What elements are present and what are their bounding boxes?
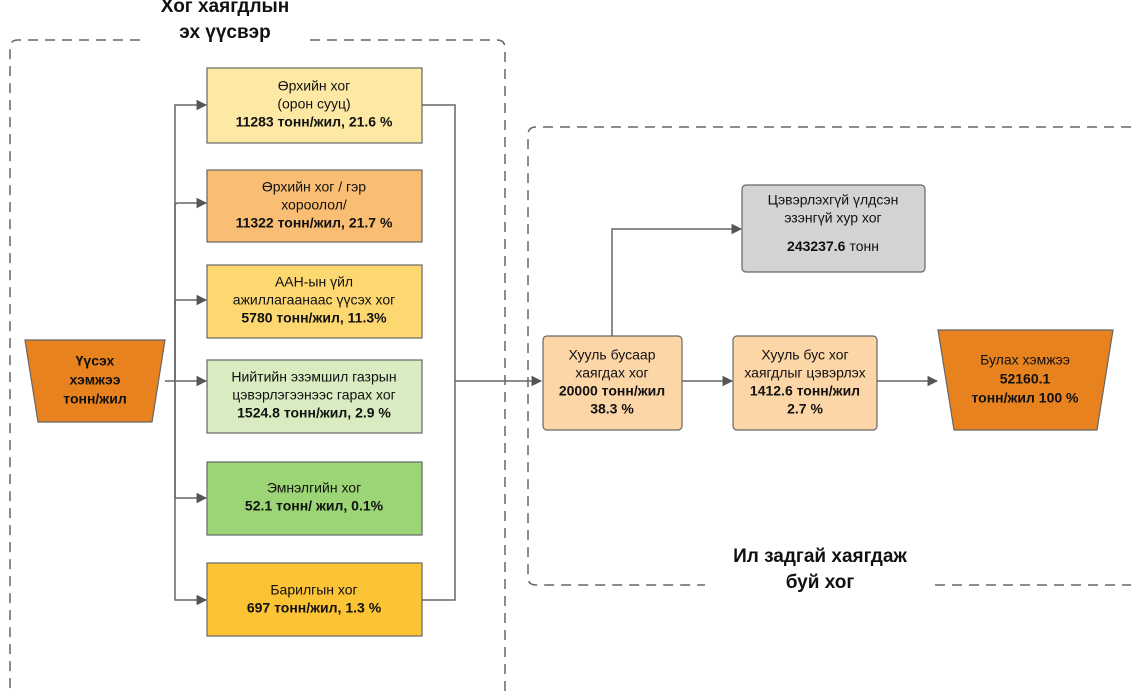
title-backing bbox=[705, 555, 935, 613]
label: хаягдах хог bbox=[575, 365, 648, 381]
label: ААН-ын үйл bbox=[275, 274, 353, 290]
label: 697 тонн/жил, 1.3 % bbox=[247, 600, 382, 616]
label: 243237.6 тонн bbox=[787, 238, 879, 254]
source-box bbox=[206, 67, 423, 144]
label: Өрхийн хог bbox=[278, 78, 351, 94]
label: хаягдлыг цэвэрлэх bbox=[744, 365, 865, 381]
source-box bbox=[206, 359, 423, 434]
title-backing bbox=[140, 5, 310, 65]
label: Хууль бусаар bbox=[569, 347, 656, 363]
label: эх үүсвэр bbox=[179, 22, 271, 43]
label: Ил задгай хаягдаж bbox=[733, 546, 907, 567]
label: 11322 тонн/жил, 21.7 % bbox=[236, 215, 393, 231]
label: 20000 тонн/жил bbox=[559, 383, 665, 399]
label: 38.3 % bbox=[590, 401, 634, 417]
source-box bbox=[206, 264, 423, 339]
uncleaned-box bbox=[741, 184, 926, 273]
label: Эмнэлгийн хог bbox=[267, 480, 361, 496]
label: тонн/жил bbox=[63, 391, 126, 407]
label: 52.1 тонн/ жил, 0.1% bbox=[245, 498, 384, 514]
label: 243237.6 bbox=[787, 238, 846, 254]
label: Булах хэмжээ bbox=[980, 352, 1070, 368]
label: тонн bbox=[849, 238, 879, 254]
source-shape bbox=[24, 339, 166, 423]
label: 2.7 % bbox=[787, 401, 823, 417]
label: хороолол/ bbox=[281, 197, 347, 213]
label: эзэнгүй хур хог bbox=[784, 210, 881, 226]
label: 11283 тонн/жил, 21.6 % bbox=[236, 114, 393, 130]
connectors bbox=[165, 99, 939, 606]
label: хэмжээ bbox=[70, 372, 121, 388]
label: Үүсэх bbox=[76, 353, 115, 369]
label: (орон сууц) bbox=[277, 96, 350, 112]
source-box bbox=[206, 562, 423, 637]
label: цэвэрлэгээнээс гарах хог bbox=[232, 387, 395, 403]
label: Нийтийн эзэмшил газрын bbox=[231, 369, 396, 385]
label: Барилгын хог bbox=[270, 582, 357, 598]
label: 5780 тонн/жил, 11.3% bbox=[241, 310, 387, 326]
source-box bbox=[206, 461, 423, 536]
cleaned-box bbox=[732, 335, 878, 431]
label: Хог хаягдлын bbox=[161, 0, 289, 17]
label: тонн/жил 100 % bbox=[971, 390, 1079, 406]
label: Өрхийн хог / гэр bbox=[262, 179, 366, 195]
label: ажиллагаанаас үүсэх хог bbox=[233, 292, 395, 308]
illegal-box bbox=[542, 335, 683, 431]
label: Цэвэрлэхгүй үлдсэн bbox=[768, 192, 899, 208]
dump-group-border bbox=[527, 126, 1131, 586]
source-box bbox=[206, 169, 423, 243]
label: 1412.6 тонн/жил bbox=[750, 383, 860, 399]
source-group-border bbox=[9, 39, 506, 691]
label: Хууль бус хог bbox=[761, 347, 848, 363]
label: 1524.8 тонн/жил, 2.9 % bbox=[237, 405, 391, 421]
label: буй хог bbox=[786, 572, 855, 593]
landfill-shape bbox=[937, 329, 1114, 431]
label: 52160.1 bbox=[1000, 371, 1051, 387]
